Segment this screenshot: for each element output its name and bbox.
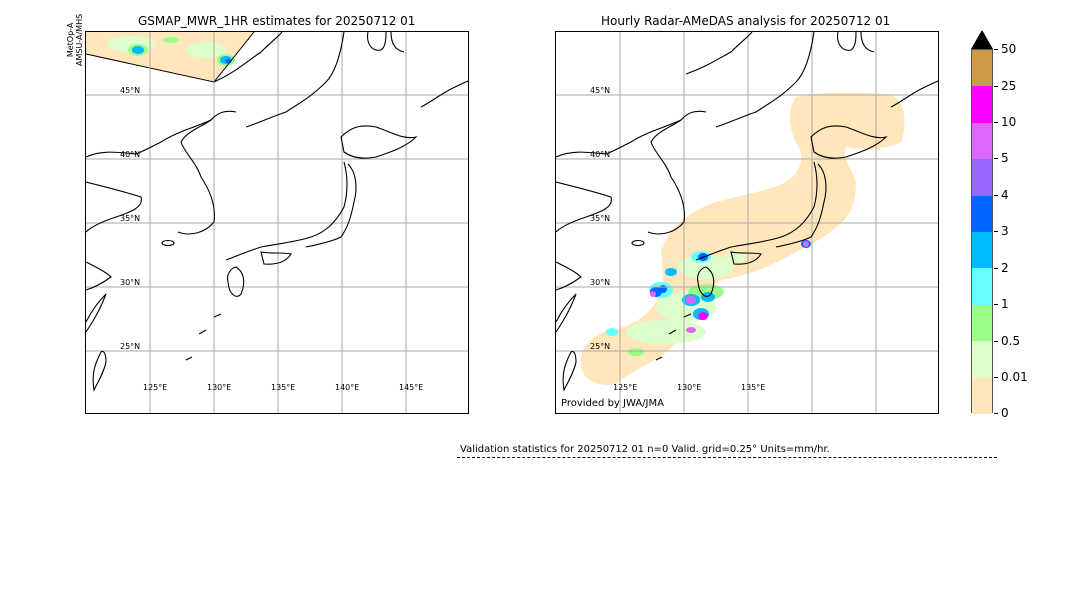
lat-label: 30°N xyxy=(590,278,610,287)
lon-label: 135°E xyxy=(271,383,295,392)
lat-label: 25°N xyxy=(120,342,140,351)
left-map-title: GSMAP_MWR_1HR estimates for 20250712 01 xyxy=(138,14,416,28)
left-lon-labels: 125°E 130°E 135°E 140°E 145°E xyxy=(143,383,423,392)
radar-precip-layer xyxy=(606,240,811,356)
colorbar-tick: 4 xyxy=(994,189,1009,201)
gridlines xyxy=(556,32,938,413)
colorbar-tick: 5 xyxy=(994,152,1009,164)
lon-label: 130°E xyxy=(207,383,231,392)
colorbar-seg-0.01-0.5 xyxy=(972,341,992,378)
lat-label: 25°N xyxy=(590,342,610,351)
lon-label: 145°E xyxy=(399,383,423,392)
left-lat-labels: 45°N 40°N 35°N 30°N 25°N xyxy=(120,86,140,351)
lat-label: 45°N xyxy=(120,86,140,95)
satellite-label: MetOp-A AMSU-A/MHS xyxy=(66,14,84,66)
lon-label: 130°E xyxy=(677,383,701,392)
lat-label: 35°N xyxy=(120,214,140,223)
colorbar xyxy=(971,49,993,414)
satellite-label-line2: AMSU-A/MHS xyxy=(75,13,84,66)
colorbar-tick: 0.5 xyxy=(994,335,1020,347)
lat-label: 35°N xyxy=(590,214,610,223)
colorbar-tick: 10 xyxy=(994,116,1016,128)
colorbar-tick: 0 xyxy=(994,407,1009,419)
colorbar-seg-0-0.01 xyxy=(972,377,992,414)
left-map: 45°N 40°N 35°N 30°N 25°N 125°E 130°E 135… xyxy=(85,31,469,414)
lon-label: 125°E xyxy=(143,383,167,392)
lat-label: 40°N xyxy=(120,150,140,159)
colorbar-seg-1-2 xyxy=(972,268,992,305)
data-credit: Provided by JWA/JMA xyxy=(561,398,664,409)
colorbar-seg-10-25 xyxy=(972,86,992,123)
right-map-title: Hourly Radar-AMeDAS analysis for 2025071… xyxy=(601,14,891,28)
colorbar-tick: 50 xyxy=(994,43,1016,55)
gridlines xyxy=(86,32,468,413)
colorbar-seg-5-10 xyxy=(972,122,992,160)
right-lat-labels: 45°N 40°N 35°N 30°N 25°N xyxy=(590,86,610,351)
radar-coverage-layer xyxy=(580,92,905,385)
right-lon-labels: 125°E 130°E 135°E xyxy=(613,383,765,392)
right-map: 45°N 40°N 35°N 30°N 25°N 125°E 130°E 135… xyxy=(555,31,939,414)
satellite-label-line1: MetOp-A xyxy=(66,22,75,58)
colorbar-tick: 2 xyxy=(994,262,1009,274)
lat-label: 40°N xyxy=(590,150,610,159)
swath-precip-layer xyxy=(86,32,255,83)
validation-stats: Validation statistics for 20250712 01 n=… xyxy=(460,444,830,455)
colorbar-tick: 3 xyxy=(994,225,1009,237)
lon-label: 125°E xyxy=(613,383,637,392)
coastlines xyxy=(556,32,938,392)
colorbar-seg-4-5 xyxy=(972,159,992,196)
colorbar-seg-2-3 xyxy=(972,232,992,269)
lat-label: 30°N xyxy=(120,278,140,287)
lon-label: 140°E xyxy=(335,383,359,392)
colorbar-tick: 1 xyxy=(994,298,1009,310)
left-map-canvas: 45°N 40°N 35°N 30°N 25°N 125°E 130°E 135… xyxy=(86,32,468,413)
colorbar-tick: 25 xyxy=(994,80,1016,92)
colorbar-seg-25-50 xyxy=(972,50,992,87)
coastlines xyxy=(86,32,468,392)
lat-label: 45°N xyxy=(590,86,610,95)
stats-divider xyxy=(457,457,997,458)
colorbar-seg-3-4 xyxy=(972,195,992,232)
colorbar-seg-0.5-1 xyxy=(972,304,992,342)
lon-label: 135°E xyxy=(741,383,765,392)
right-map-canvas: 45°N 40°N 35°N 30°N 25°N 125°E 130°E 135… xyxy=(556,32,938,413)
colorbar-extend-arrow xyxy=(971,30,993,49)
colorbar-tick: 0.01 xyxy=(994,371,1028,383)
